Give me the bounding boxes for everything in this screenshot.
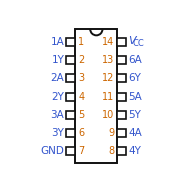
Text: 1: 1 [78,37,84,47]
Text: 2A: 2A [51,74,64,83]
Text: 11: 11 [102,92,114,102]
Text: 2: 2 [78,55,84,65]
Text: 6Y: 6Y [128,74,141,83]
Bar [118,111,126,119]
Text: 1Y: 1Y [52,55,64,65]
Bar [118,129,126,137]
Bar [118,38,126,46]
Text: 4Y: 4Y [128,146,141,156]
Text: 4A: 4A [128,128,142,138]
Text: 12: 12 [102,74,114,83]
Text: 1A: 1A [51,37,64,47]
Text: GND: GND [40,146,64,156]
Text: 5Y: 5Y [128,110,141,120]
Bar [67,74,75,82]
Text: 9: 9 [108,128,114,138]
Text: CC: CC [133,39,145,48]
Text: 13: 13 [102,55,114,65]
Text: 6: 6 [78,128,84,138]
Text: 10: 10 [102,110,114,120]
Bar [67,147,75,155]
Bar [118,56,126,64]
Text: 3: 3 [78,74,84,83]
Bar [118,147,126,155]
Bar [118,74,126,82]
Bar [67,38,75,46]
Text: 5A: 5A [128,92,142,102]
Bar [75,29,118,163]
Bar [118,93,126,101]
Bar [67,56,75,64]
Text: 5: 5 [78,110,84,120]
Text: 8: 8 [108,146,114,156]
Text: 6A: 6A [128,55,142,65]
Bar [67,111,75,119]
Bar [67,93,75,101]
Text: 7: 7 [78,146,84,156]
Text: 14: 14 [102,37,114,47]
Text: 3Y: 3Y [52,128,64,138]
Text: 2Y: 2Y [52,92,64,102]
Text: 4: 4 [78,92,84,102]
Bar [67,129,75,137]
Text: V: V [128,36,136,46]
Text: 3A: 3A [51,110,64,120]
